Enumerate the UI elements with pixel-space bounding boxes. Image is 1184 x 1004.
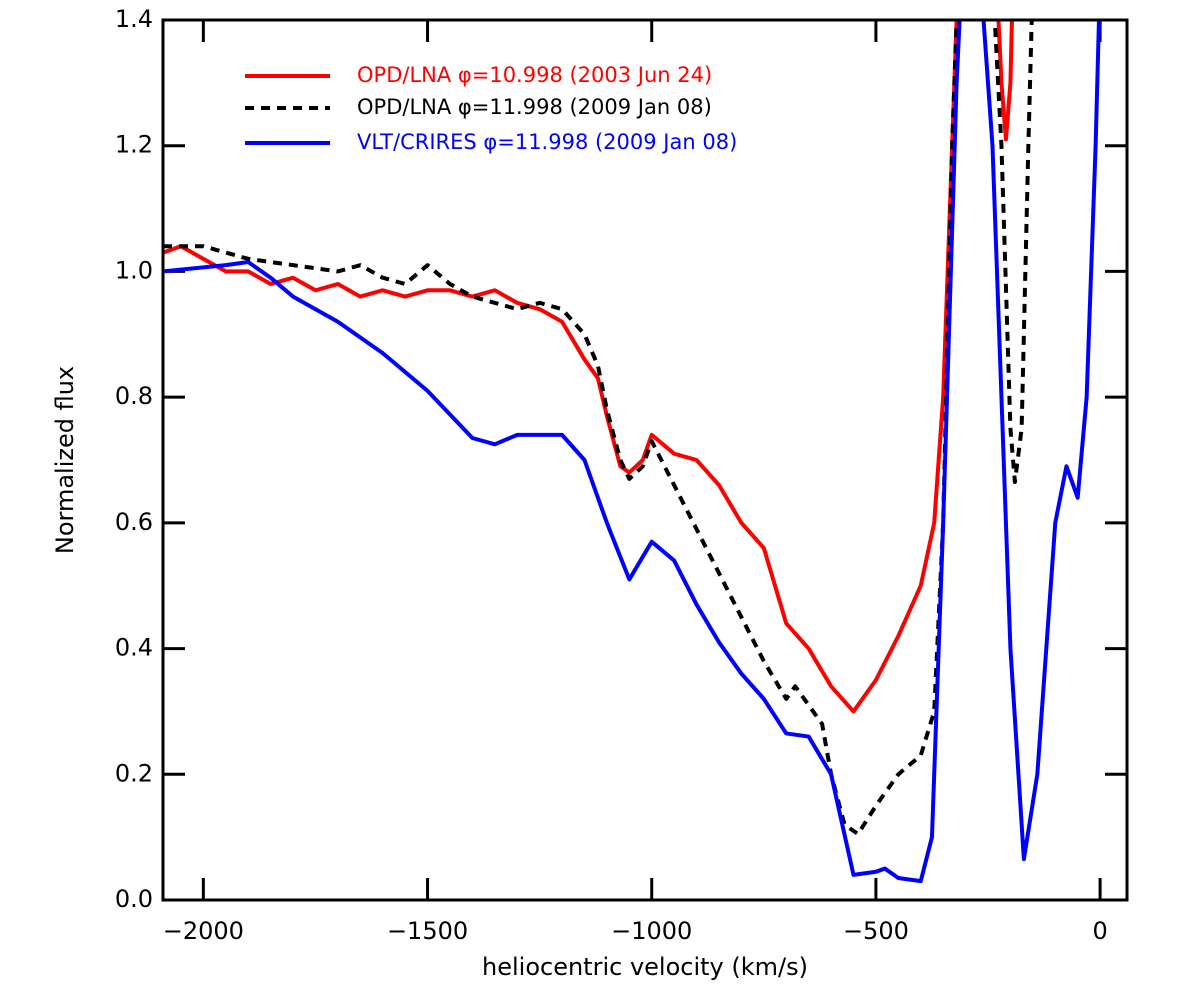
- x-axis-label: heliocentric velocity (km/s): [482, 953, 808, 981]
- legend-label: VLT/CRIRES φ=11.998 (2009 Jan 08): [357, 130, 737, 154]
- series-line: [163, 20, 1101, 884]
- plot-area: [163, 20, 1101, 884]
- series-line: [163, 20, 1034, 836]
- legend-label: OPD/LNA φ=11.998 (2009 Jan 08): [357, 95, 712, 119]
- y-tick-label: 0.8: [115, 382, 153, 410]
- series-line: [163, 20, 1014, 714]
- y-tick-label: 1.4: [115, 5, 153, 33]
- legend-label: OPD/LNA φ=10.998 (2003 Jun 24): [357, 63, 712, 87]
- x-tick-label: 0: [1092, 917, 1107, 945]
- y-tick-label: 0.4: [115, 634, 153, 662]
- y-tick-label: 1.0: [115, 256, 153, 284]
- x-tick-label: −2000: [163, 917, 244, 945]
- y-axis-label: Normalized flux: [51, 366, 79, 554]
- y-tick-label: 0.0: [115, 885, 153, 913]
- x-tick-label: −500: [843, 917, 909, 945]
- y-tick-label: 0.2: [115, 759, 153, 787]
- x-tick-label: −1500: [387, 917, 468, 945]
- x-tick-label: −1000: [611, 917, 692, 945]
- y-tick-label: 0.6: [115, 508, 153, 536]
- plot-frame: [161, 18, 1129, 902]
- y-tick-label: 1.2: [115, 131, 153, 159]
